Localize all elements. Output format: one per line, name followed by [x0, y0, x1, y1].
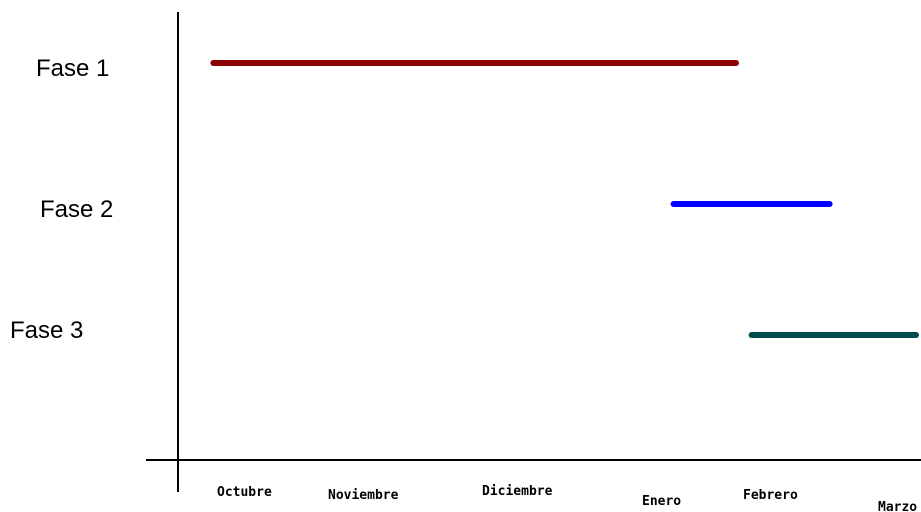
- month-label-febrero: Febrero: [743, 488, 798, 503]
- month-label-octubre: Octubre: [217, 485, 272, 500]
- month-label-enero: Enero: [642, 494, 681, 509]
- phase-label-3: Fase 3: [10, 317, 83, 344]
- phase-label-1: Fase 1: [36, 55, 109, 82]
- month-label-noviembre: Noviembre: [328, 488, 399, 503]
- month-label-diciembre: Diciembre: [482, 484, 553, 499]
- month-label-marzo: Marzo: [878, 500, 917, 512]
- phase-label-2: Fase 2: [40, 196, 113, 223]
